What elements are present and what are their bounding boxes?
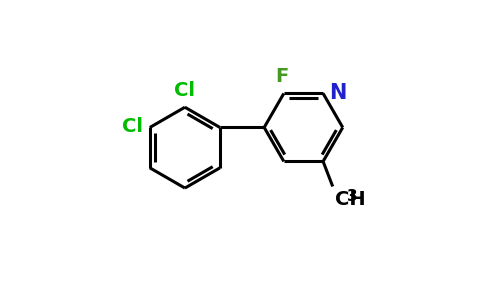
Text: F: F: [275, 68, 288, 86]
Text: CH: CH: [334, 190, 365, 208]
Text: 3: 3: [347, 189, 358, 204]
Text: Cl: Cl: [174, 81, 196, 100]
Text: Cl: Cl: [122, 117, 143, 136]
Text: N: N: [329, 83, 346, 103]
